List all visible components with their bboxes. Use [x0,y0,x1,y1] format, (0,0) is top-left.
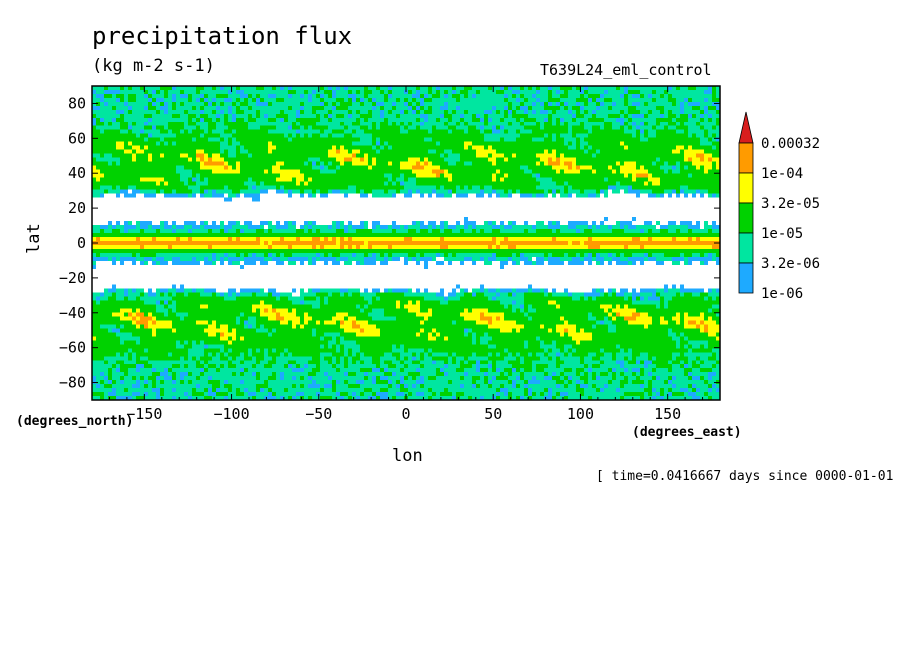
x-tick-label: −50 [305,405,332,423]
colorbar-label: 1e-05 [761,226,803,242]
colorbar-label: 3.2e-06 [761,256,820,272]
colorbar-label: 3.2e-05 [761,196,820,212]
y-tick-label: 60 [68,129,86,147]
x-tick-label: −150 [126,405,162,423]
colorbar-swatch [738,262,754,294]
y-tick-label: 80 [68,94,86,112]
x-ticks: −150 −100 −50 0 50 100 150 [108,86,704,423]
x-axis-label: lon [392,446,423,466]
chart-title: precipitation flux [92,22,353,50]
x-tick-label: 0 [401,405,410,423]
colorbar-label: 1e-06 [761,286,803,302]
precip-raster [92,86,720,400]
x-tick-label: 50 [484,405,502,423]
y-units-label: (degrees_north) [16,414,134,429]
colorbar-swatch [738,232,754,264]
x-tick-label: 150 [654,405,681,423]
colorbar-swatch [738,142,754,174]
y-tick-label: 40 [68,164,86,182]
colorbar-label: 1e-04 [761,166,803,182]
y-tick-label: −80 [59,374,86,392]
x-tick-label: −100 [213,405,249,423]
colorbar-swatch [738,202,754,234]
units-label: (kg m-2 s-1) [92,56,215,76]
y-ticks: 80 60 40 20 0 −20 −40 −60 −80 [59,94,720,392]
x-tick-label: 100 [567,405,594,423]
precip-field [92,86,720,400]
run-name: T639L24_eml_control [540,61,712,79]
y-tick-label: −20 [59,269,86,287]
y-tick-label: 0 [77,234,86,252]
colorbar: 0.00032 1e-04 3.2e-05 1e-05 3.2e-06 1e-06 [738,111,820,302]
y-tick-label: −60 [59,339,86,357]
x-units-label: (degrees_east) [632,425,742,440]
y-tick-label: −40 [59,304,86,322]
y-tick-label: 20 [68,199,86,217]
colorbar-arrow [738,111,754,144]
colorbar-label: 0.00032 [761,136,820,152]
time-stamp: [ time=0.0416667 days since 0000-01-01 [596,469,894,484]
colorbar-swatch [738,172,754,204]
